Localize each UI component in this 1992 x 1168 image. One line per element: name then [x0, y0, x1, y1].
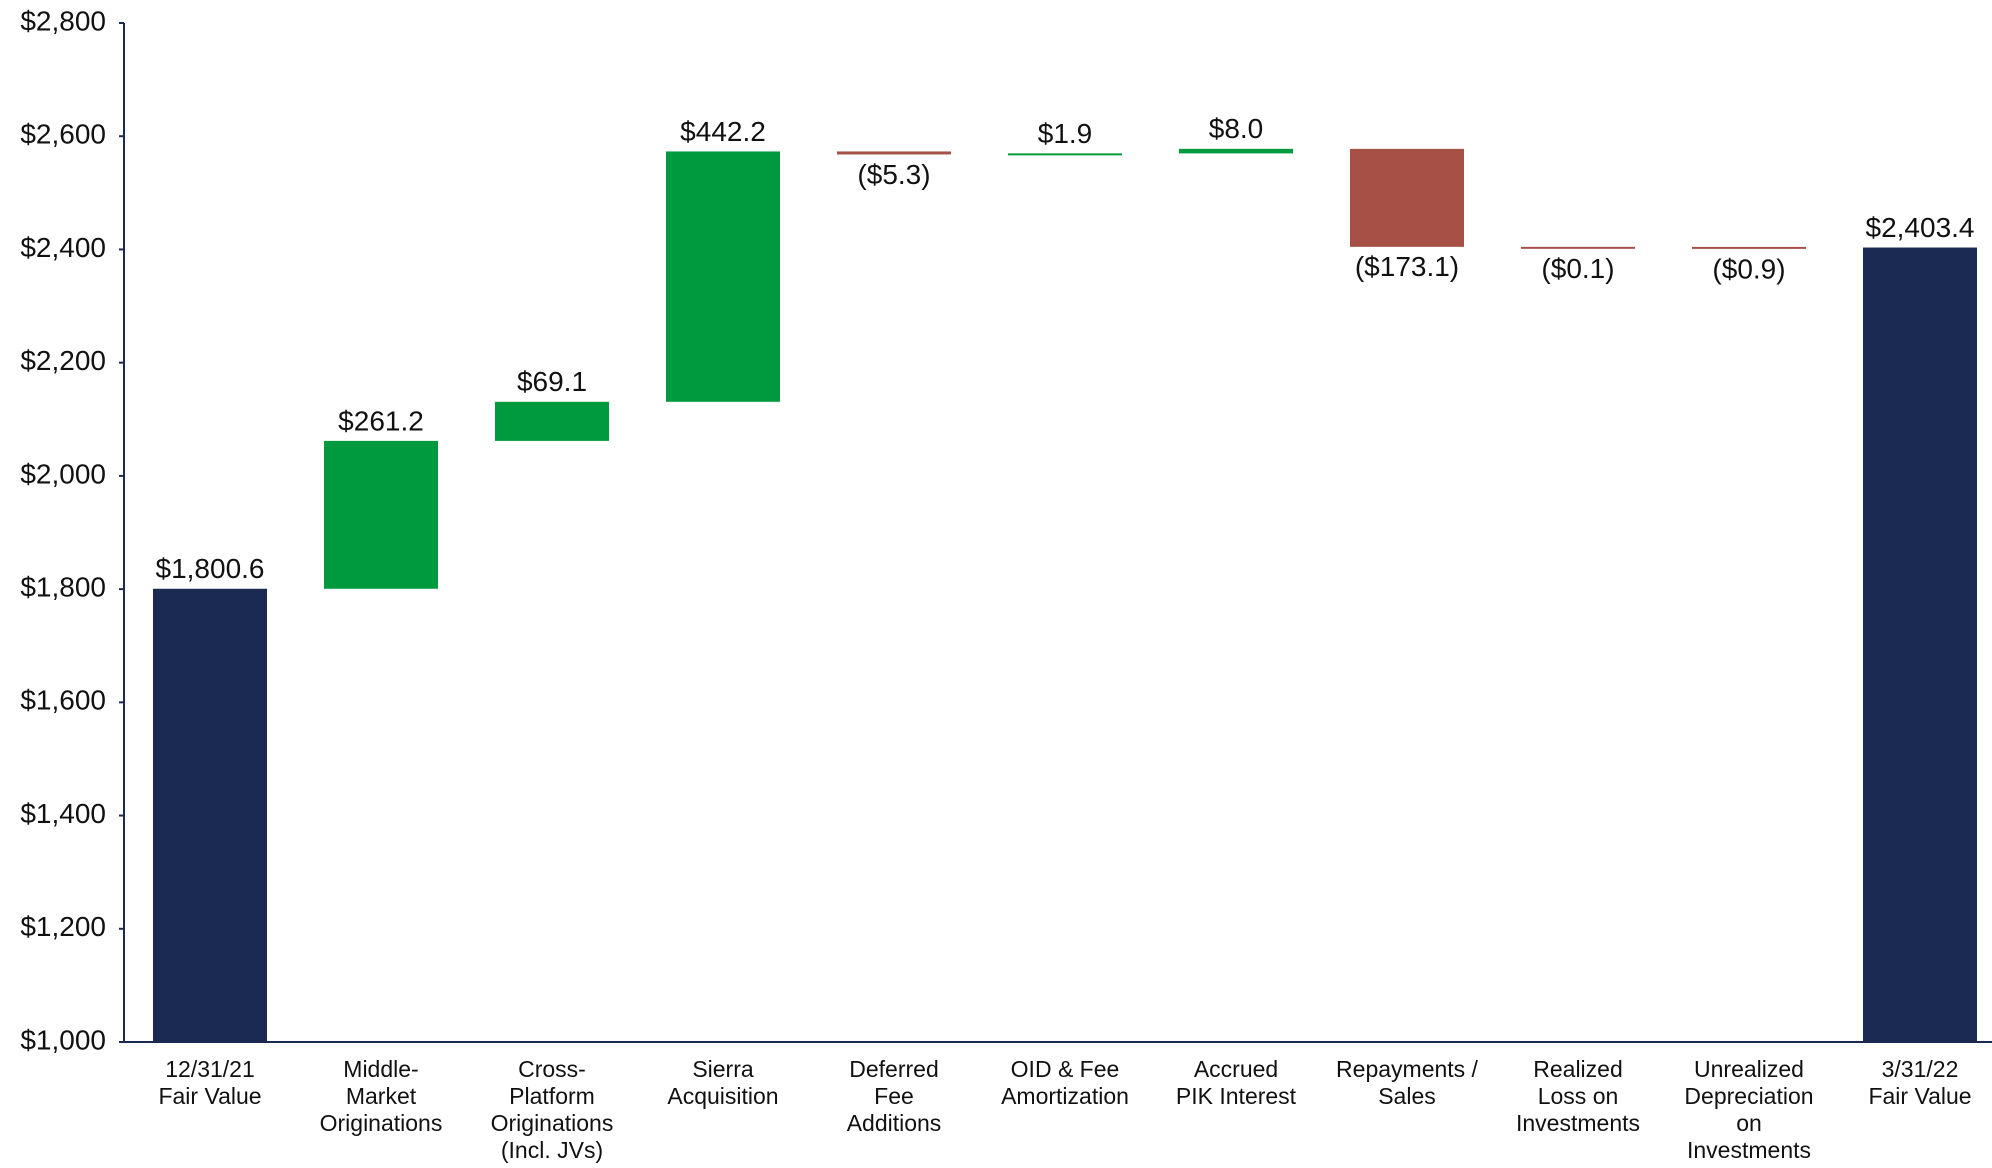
bar	[666, 151, 780, 402]
bar	[1008, 153, 1122, 156]
value-label: $2,403.4	[1866, 212, 1975, 243]
bar	[495, 401, 609, 441]
value-label: $1,800.6	[156, 553, 265, 584]
y-tick-label: $1,800	[20, 572, 106, 603]
bar	[324, 440, 438, 589]
value-label: ($0.1)	[1541, 253, 1614, 284]
value-label: $8.0	[1209, 113, 1264, 144]
x-tick-label: Repayments / Sales	[1336, 1056, 1478, 1109]
y-tick-label: $1,600	[20, 685, 106, 716]
value-label: $1.9	[1038, 118, 1093, 149]
y-tick-label: $2,200	[20, 345, 106, 376]
y-tick-label: $1,200	[20, 911, 106, 942]
x-tick-label: 3/31/22 Fair Value	[1868, 1056, 1972, 1109]
x-tick-label: OID & Fee Amortization	[1001, 1056, 1129, 1109]
y-tick-label: $2,600	[20, 119, 106, 150]
bar	[1692, 246, 1806, 249]
value-label: ($5.3)	[857, 159, 930, 190]
x-tick-label: Accrued PIK Interest	[1175, 1056, 1297, 1109]
bar	[1179, 148, 1293, 154]
x-tick-label: Realized Loss on Investments	[1516, 1056, 1640, 1136]
bar	[1350, 148, 1464, 247]
x-tick-label: Cross- Platform Originations (Incl. JVs)	[490, 1056, 614, 1163]
x-tick-label: 12/31/21 Fair Value	[158, 1056, 262, 1109]
bar	[1521, 246, 1635, 249]
y-tick-label: $1,400	[20, 798, 106, 829]
x-tick-label: Middle- Market Originations	[319, 1056, 443, 1136]
y-tick-label: $2,400	[20, 232, 106, 263]
y-tick-label: $2,000	[20, 458, 106, 489]
y-tick-label: $2,800	[20, 5, 106, 36]
x-tick-label: Deferred Fee Additions	[846, 1056, 942, 1136]
bar	[153, 588, 267, 1042]
bar	[837, 151, 951, 155]
bar	[1863, 247, 1977, 1043]
value-label: $442.2	[680, 116, 766, 147]
value-label: $261.2	[338, 405, 424, 436]
y-tick-label: $1,000	[20, 1024, 106, 1055]
value-label: ($0.9)	[1712, 253, 1785, 284]
value-label: ($173.1)	[1355, 251, 1459, 282]
x-tick-label: Sierra Acquisition	[667, 1056, 779, 1109]
x-tick-label: Unrealized Depreciation on Investments	[1684, 1056, 1814, 1163]
value-label: $69.1	[517, 366, 587, 397]
